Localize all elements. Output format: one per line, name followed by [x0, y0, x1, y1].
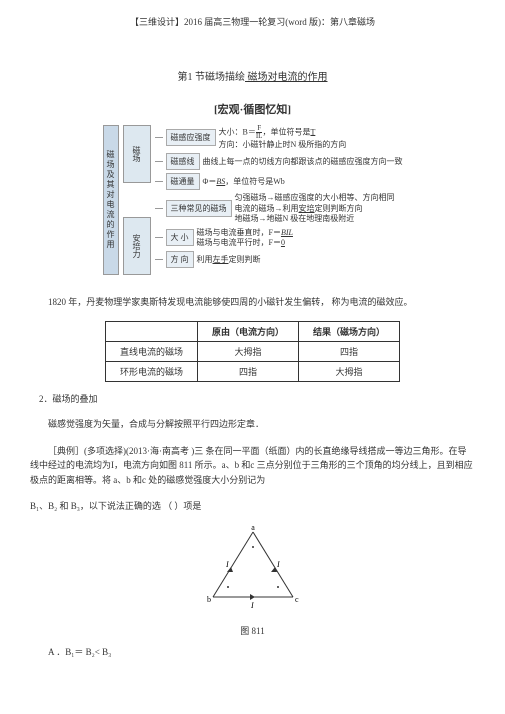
branch-desc-6: 利用左手定则判断 — [197, 255, 261, 265]
branch-desc-5: 磁场与电流垂直时，F＝BIL磁场与电流平行时，F＝0 — [197, 228, 293, 249]
branch-box-3: 磁通量 — [166, 173, 200, 190]
th — [105, 322, 197, 342]
branch-box-5: 大 小 — [166, 229, 194, 246]
option-a: A ．B₁＝ B₂< B₃ — [48, 645, 475, 658]
branch-box-6: 方 向 — [166, 251, 194, 268]
left-vertical-bar: 磁场及其对电流的作用 — [103, 125, 119, 275]
branch-box-4: 三种常见的磁场 — [166, 200, 232, 217]
branch-desc-4: 匀强磁场→磁感应强度的大小相等、方向相同电流的磁场→利用安培定则判断方向地磁场→… — [235, 193, 395, 224]
sub2-para: 磁感觉强度为矢量，合成与分解按照平行四边形定章． — [30, 417, 475, 431]
subsection-2: 2．磁场的叠加 — [30, 392, 475, 405]
figure-caption: 图 8­1­1 — [30, 624, 475, 637]
td: 大拇指 — [299, 362, 400, 382]
svg-text:I: I — [225, 560, 229, 569]
svg-text:I: I — [276, 560, 280, 569]
concept-diagram: 磁场及其对电流的作用 磁场 安培力 磁感应强度 大小：B＝FIL，单位符号是T方… — [30, 125, 475, 275]
branch-box-2: 磁感线 — [166, 153, 200, 170]
branch-desc-3: Φ＝BS，单位符号是Wb — [203, 177, 285, 187]
td: 直线电流的磁场 — [105, 342, 197, 362]
page-header: 【三维设计】2016 届高三物理一轮复习(word 版)：第八章磁场 — [30, 15, 475, 28]
branch-desc-1: 大小：B＝FIL，单位符号是T方向：小磁针静止时N 极所指的方向 — [219, 125, 347, 150]
macro-title: [宏观·循图忆知] — [30, 101, 475, 117]
exercise-text2: B₁、B₂ 和 B₃，以下说法正确的选 （ ）项是 — [30, 499, 475, 512]
svg-text:a: a — [251, 523, 255, 532]
td: 四指 — [197, 362, 298, 382]
exercise-text: ［典例］(多项选择)(2013·海·南高考 )三 条在同一平面（纸面）内的长直绝… — [30, 444, 475, 487]
mid-box-top: 磁场 — [123, 125, 151, 183]
svg-text:b: b — [207, 595, 211, 604]
svg-text:I: I — [250, 601, 254, 610]
mid-box-bot: 安培力 — [123, 217, 151, 275]
section-title: 第1 节磁场描绘 磁场对电流的作用 — [30, 68, 475, 83]
td: 四指 — [299, 342, 400, 362]
td: 大拇指 — [197, 342, 298, 362]
th: 原由（电流方向） — [197, 322, 298, 342]
rules-table: 原由（电流方向）结果（磁场方向） 直线电流的磁场大拇指四指 环形电流的磁场四指大… — [105, 321, 400, 382]
branch-box-1: 磁感应强度 — [166, 129, 216, 146]
svg-text:c: c — [295, 595, 299, 604]
branch-desc-2: 曲线上每一点的切线方向都跟该点的磁感应强度方向一致 — [203, 157, 403, 167]
triangle-figure: a b c I I I — [30, 522, 475, 614]
th: 结果（磁场方向） — [299, 322, 400, 342]
paragraph-oersted: 1820 年，丹麦物理学家奥斯特发现电流能够使四周的小磁针发生偏转， 称为电流的… — [30, 295, 475, 309]
td: 环形电流的磁场 — [105, 362, 197, 382]
